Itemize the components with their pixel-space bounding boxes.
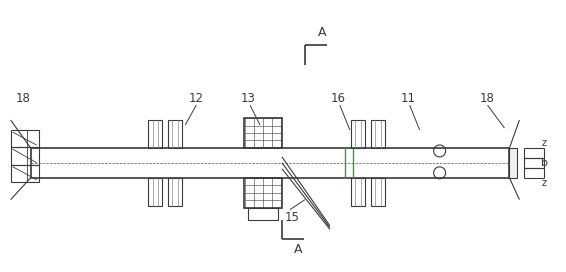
Bar: [11, 165, 38, 182]
Bar: [351, 178, 365, 206]
Bar: [351, 120, 365, 148]
Text: z: z: [542, 178, 547, 188]
Bar: [11, 130, 38, 147]
Bar: [148, 178, 162, 206]
Bar: [371, 178, 385, 206]
Bar: [244, 178, 282, 208]
Bar: [168, 120, 182, 148]
Bar: [371, 120, 385, 148]
Text: A: A: [318, 26, 326, 39]
Bar: [11, 147, 38, 165]
Text: 18: 18: [15, 92, 30, 105]
Bar: [148, 120, 162, 148]
Text: z: z: [542, 138, 547, 148]
Text: 15: 15: [285, 211, 299, 224]
Bar: [248, 208, 278, 220]
Bar: [244, 118, 282, 148]
Text: 16: 16: [331, 92, 345, 105]
Text: 13: 13: [241, 92, 255, 105]
Text: 18: 18: [480, 92, 495, 105]
Text: A: A: [294, 243, 302, 256]
Text: 12: 12: [188, 92, 204, 105]
Text: 11: 11: [400, 92, 415, 105]
Bar: [31, 148, 509, 178]
Text: b: b: [541, 158, 548, 168]
Bar: [168, 178, 182, 206]
Bar: [509, 148, 517, 178]
